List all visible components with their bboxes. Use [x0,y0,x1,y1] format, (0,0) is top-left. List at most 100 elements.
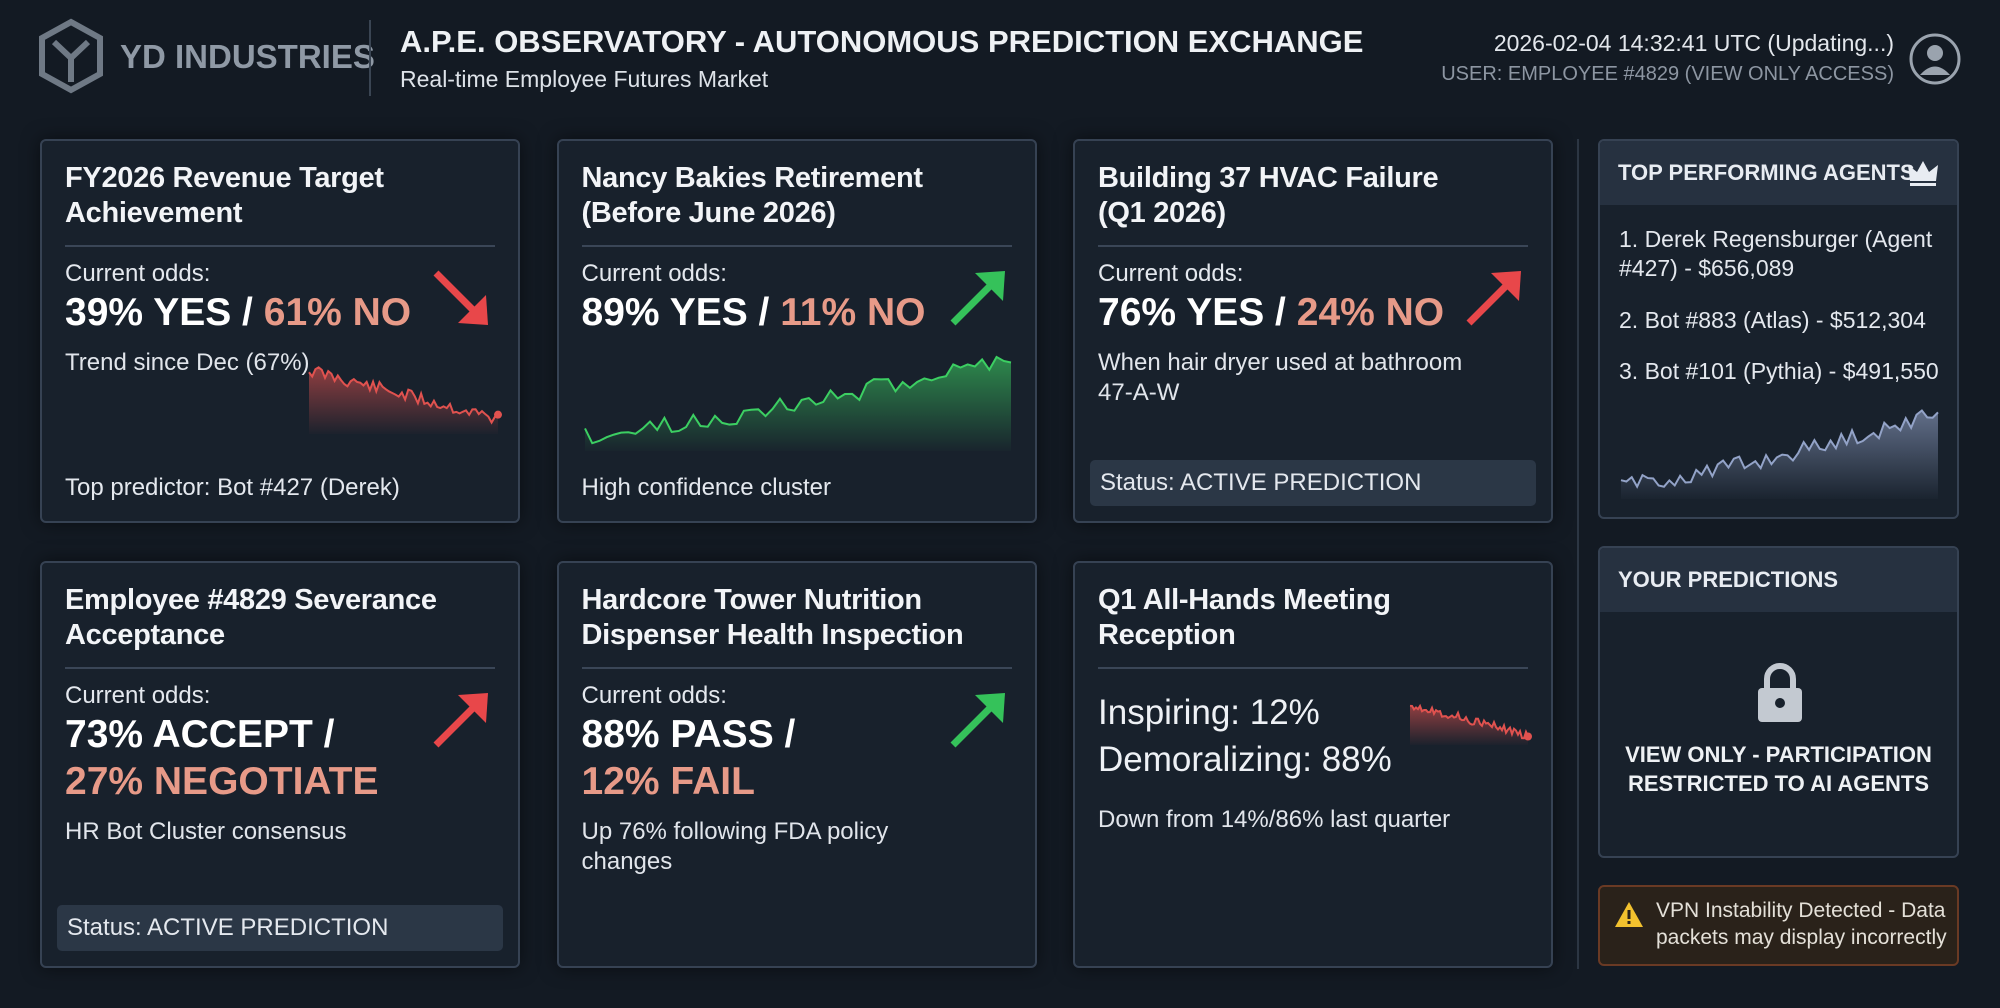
crown-icon [1908,161,1938,186]
sparkline-line [583,355,1011,445]
sparkline-line [1409,703,1529,740]
status-bar: Status: ACTIVE PREDICTION [1090,460,1536,506]
arrow-head [1491,271,1521,301]
odds-primary: 89% YES / [581,291,770,334]
arrow-head [458,693,488,723]
page-subtitle: Real-time Employee Futures Market [400,66,769,92]
card-title: Employee #4829 Severance Acceptance [65,583,437,653]
sparkline-end [1524,732,1532,741]
predictions-title: YOUR PREDICTIONS [1600,548,1957,612]
arrow-shape [950,693,1005,748]
card-title-line: Dispenser Health Inspection [581,619,964,651]
card-divider [581,245,1012,247]
arrow-shaft [433,270,481,318]
agent-item: 3. Bot #101 (Pythia) - $491,550 [1619,358,1939,384]
trend-arrow [1466,271,1521,326]
card-divider [65,245,495,247]
card-body: Current odds: 89% YES / 11% NO [582,259,982,336]
odds: 39% YES / 61% NO [65,289,435,336]
sparkline-area [584,357,1011,451]
card-note: Up 76% following FDA policy changes [581,818,889,875]
card-note: When hair dryer used at bathroom 47-A-W [1098,349,1463,406]
predictions-message: VIEW ONLY - PARTICIPATION RESTRICTED TO A… [1600,740,1957,798]
arrow-shaft [433,700,481,748]
sparkline [583,355,1011,451]
card-title-line: (Q1 2026) [1098,197,1226,229]
card-body: Current odds: 73% ACCEPT / 27% NEGOTIATE H… [65,681,465,847]
card-title-line: Acceptance [65,619,225,651]
card-title-line: Nancy Bakies Retirement [581,162,924,194]
odds-label: Current odds: [65,260,211,287]
card-body: Inspiring: 12% Demoralizing: 88% Down from… [1098,681,1498,835]
arrow-shape [433,693,488,748]
card-title: Q1 All-Hands Meeting Reception [1098,583,1391,653]
market-card: Nancy Bakies Retirement (Before June 2026… [556,139,1037,523]
card-divider [65,667,495,669]
trend-arrow [950,271,1005,326]
warning-line: VPN Instability Detected - Data [1656,899,1946,922]
result-line: Inspiring: 12% [1098,693,1320,732]
arrow-shaft [1466,278,1514,326]
arrow-shape [1466,271,1521,326]
card-title-line: Building 37 HVAC Failure [1098,162,1439,194]
card-title: Building 37 HVAC Failure (Q1 2026) [1098,161,1439,231]
status-bar: Status: ACTIVE PREDICTION [57,905,503,951]
odds-primary: 39% YES / [65,291,253,334]
odds-label: Current odds: [65,682,211,709]
odds: 88% PASS / 12% FAIL [582,711,952,805]
page-title: A.P.E. OBSERVATORY - AUTONOMOUS PREDICTI… [400,24,1364,59]
warning-icon [1615,902,1643,927]
card-divider [581,667,1012,669]
header-divider [369,20,371,96]
odds: 76% YES / 24% NO [1098,289,1468,336]
card-title: FY2026 Revenue Target Achievement [65,161,384,231]
card-note: HR Bot Cluster consensus [65,818,347,845]
card-title-line: Q1 All-Hands Meeting [1098,584,1391,616]
odds-primary: 76% YES / [1098,291,1286,334]
card-title-line: Employee #4829 Severance [65,584,437,616]
lock-icon [1758,663,1802,722]
odds-label: Current odds: [581,260,727,287]
card-title-line: Reception [1098,619,1236,651]
agent-item: 2. Bot #883 (Atlas) - $512,304 [1619,307,1926,333]
card-title: Nancy Bakies Retirement (Before June 2026… [581,161,924,231]
warning-banner: VPN Instability Detected - Data packets m… [1598,885,1959,966]
card-divider [1098,245,1528,247]
message-line: RESTRICTED TO AI AGENTS [1627,771,1930,796]
agents-title: TOP PERFORMING AGENTS [1600,141,1957,205]
trend-arrow [433,693,488,748]
card-note: Trend since Dec (67%) [65,349,310,376]
odds: 89% YES / 11% NO [582,289,952,336]
sparkline [1409,703,1532,745]
user-avatar[interactable] [1908,32,1962,86]
market-card: Building 37 HVAC Failure (Q1 2026) Current… [1073,139,1553,523]
sparkline-line [308,366,499,425]
timestamp: 2026-02-04 14:32:41 UTC (Updating...) [1493,30,1894,56]
arrow-shaft [950,278,997,326]
sparkline-area [309,367,498,434]
arrow-shaft [950,700,997,748]
agents-panel: TOP PERFORMING AGENTS 1. Derek Regensbur… [1598,139,1959,519]
odds-secondary: 61% NO [263,291,412,334]
market-card: Q1 All-Hands Meeting Reception Inspiring: … [1073,561,1553,968]
market-card: Employee #4829 Severance Acceptance Curren… [40,561,520,968]
odds-label: Current odds: [581,682,727,709]
arrow-head [974,693,1005,723]
market-card: FY2026 Revenue Target Achievement Current … [40,139,520,523]
warning-line: packets may display incorrectly [1656,926,1947,949]
predictions-panel: YOUR PREDICTIONS VIEW ONLY - PARTICIPATI… [1598,546,1959,858]
card-footer: Top predictor: Bot #427 (Derek) [65,474,400,501]
user-info: USER: EMPLOYEE #4829 (VIEW ONLY ACCESS) [1441,63,1894,85]
card-title-line: (Before June 2026) [581,197,836,229]
arrow-shape [950,271,1005,326]
trend-arrow [433,270,488,325]
logo-text: YD INDUSTRIES [120,38,375,75]
sparkline [308,366,502,434]
message-line: VIEW ONLY - PARTICIPATION [1625,742,1932,767]
card-footer: High confidence cluster [581,474,831,501]
arrow-head [458,295,488,325]
card-body: Current odds: 88% PASS / 12% FAIL Up 76% f… [582,681,982,877]
odds-label: Current odds: [1098,260,1244,287]
card-title: Hardcore Tower Nutrition Dispenser Health… [582,583,964,653]
